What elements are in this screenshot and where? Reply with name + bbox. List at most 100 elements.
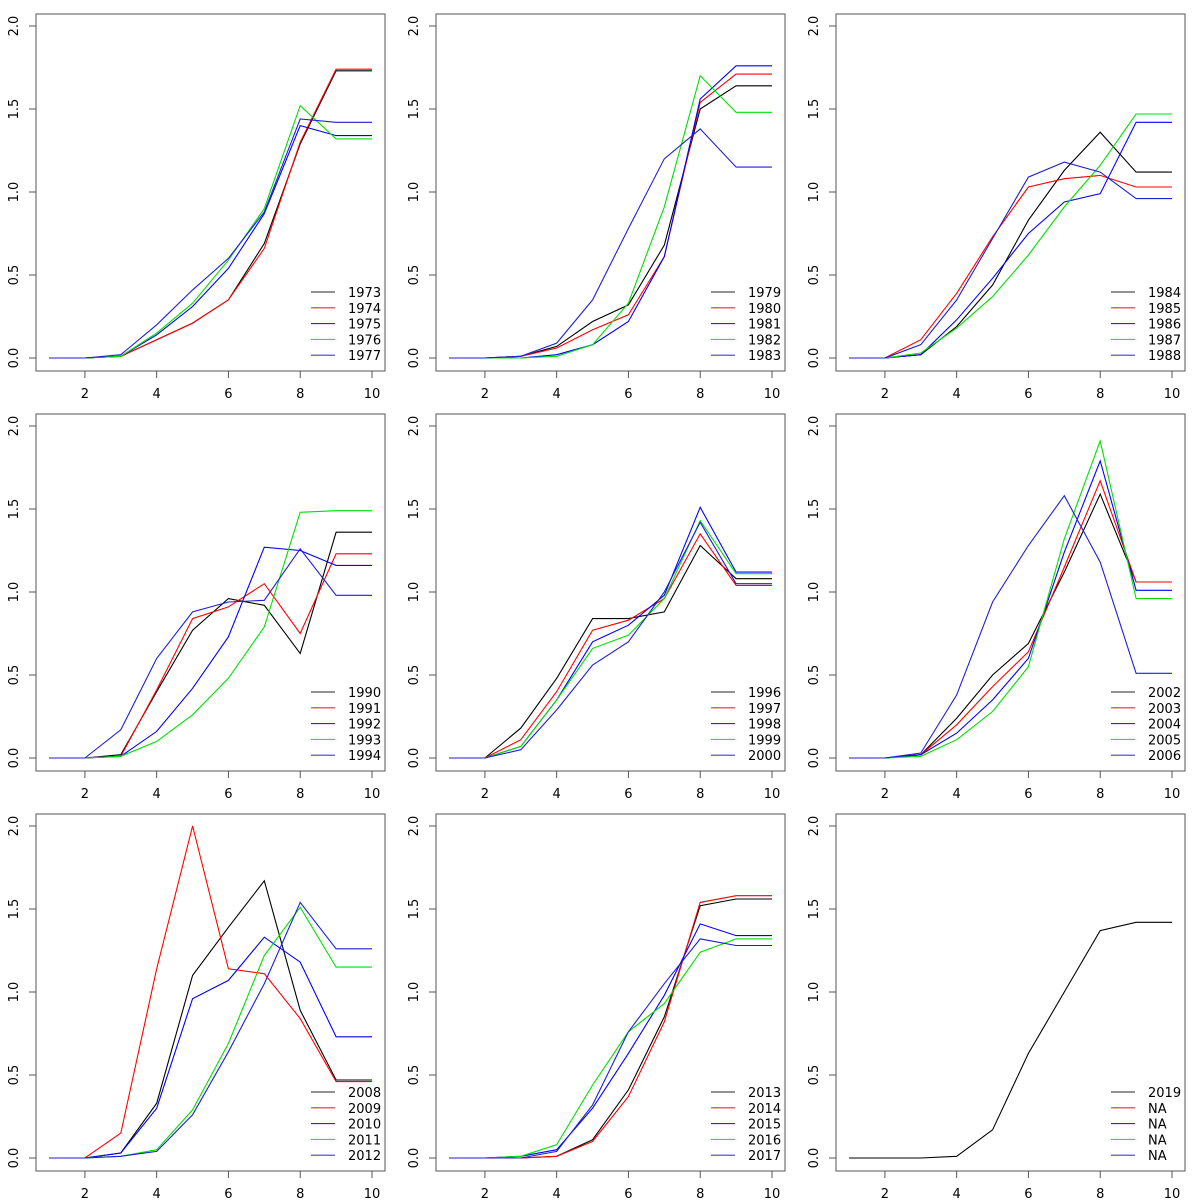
x-tick-label: 6: [624, 1187, 632, 1200]
legend-label: 2012: [348, 1149, 381, 1164]
x-tick-label: 4: [153, 1187, 161, 1200]
legend-label: 1997: [748, 702, 781, 717]
y-tick-label: 1.5: [407, 499, 422, 520]
panel-8: 2 4 6 8 10 0.0 0.5 1.0 1.5 2.0 2013201420152016201…: [407, 813, 786, 1202]
y-tick-label: 0.0: [407, 748, 422, 769]
x-tick-label: 2: [81, 387, 89, 402]
legend-label: NA: [1148, 1118, 1167, 1133]
x-tick-label: 4: [153, 387, 161, 402]
y-tick-label: 1.0: [407, 982, 422, 1003]
y-tick-label: 1.0: [7, 982, 22, 1003]
x-tick-label: 2: [481, 787, 489, 802]
legend-label: NA: [1148, 1102, 1167, 1117]
legend-label: 1994: [348, 749, 381, 764]
series-line-1996: [449, 544, 772, 759]
x-tick-label: 8: [296, 787, 304, 802]
plot-frame: [835, 813, 1186, 1172]
x-tick-label: 8: [696, 387, 704, 402]
legend-label: 2000: [748, 749, 781, 764]
y-tick-label: 2.0: [7, 16, 22, 37]
x-tick-label: 2: [81, 787, 89, 802]
y-tick-label: 1.0: [407, 582, 422, 603]
series-line-1993: [49, 510, 372, 759]
plot-frame: [435, 413, 786, 772]
x-tick-label: 4: [153, 787, 161, 802]
x-tick-label: 10: [1164, 787, 1181, 802]
x-tick-label: 2: [481, 387, 489, 402]
panel-6: 2 4 6 8 10 0.0 0.5 1.0 1.5 2.0 2002200320042005200…: [807, 413, 1186, 802]
y-tick-label: 1.0: [7, 582, 22, 603]
x-tick-label: 10: [364, 387, 381, 402]
y-tick-label: 2.0: [407, 16, 422, 37]
legend-label: 2017: [748, 1149, 781, 1164]
panel-3: 2 4 6 8 10 0.0 0.5 1.0 1.5 2.0 1984198519861987198…: [807, 13, 1186, 402]
y-tick-label: 2.0: [407, 416, 422, 437]
legend-label: 2002: [1148, 686, 1181, 701]
x-tick-label: 6: [1024, 1187, 1032, 1200]
panel-5: 2 4 6 8 10 0.0 0.5 1.0 1.5 2.0 1996199719981999200…: [407, 413, 786, 802]
series-line-1986: [849, 121, 1172, 359]
legend-label: 2019: [1148, 1086, 1181, 1101]
plot-frame: [35, 813, 386, 1172]
plot-frame: [435, 813, 786, 1172]
series-line-1981: [449, 65, 772, 359]
series-line-1999: [449, 519, 772, 759]
panel-7: 2 4 6 8 10 0.0 0.5 1.0 1.5 2.0 2008200920102011201…: [7, 813, 386, 1202]
panel-2: 2 4 6 8 10 0.0 0.5 1.0 1.5 2.0 1979198019811982198…: [407, 13, 786, 402]
y-tick-label: 1.0: [807, 582, 822, 603]
legend-label: 2008: [348, 1086, 381, 1101]
x-tick-label: 4: [953, 787, 961, 802]
legend-label: 1975: [348, 318, 381, 333]
legend-label: 2006: [1148, 749, 1181, 764]
legend-label: 1991: [348, 702, 381, 717]
legend-label: 2009: [348, 1102, 381, 1117]
legend-label: 1999: [748, 733, 781, 748]
legend-label: 2005: [1148, 733, 1181, 748]
legend-label: 1987: [1148, 333, 1181, 348]
legend-label: 1982: [748, 333, 781, 348]
legend-label: 1973: [348, 286, 381, 301]
legend-label: 1985: [1148, 302, 1181, 317]
x-tick-label: 6: [624, 387, 632, 402]
series-line-2015: [449, 923, 772, 1159]
y-tick-label: 0.0: [807, 1148, 822, 1169]
y-tick-label: 0.5: [7, 1065, 22, 1086]
y-tick-label: 0.5: [407, 1065, 422, 1086]
y-tick-label: 1.0: [7, 182, 22, 203]
x-tick-label: 6: [224, 787, 232, 802]
plot-frame: [835, 13, 1186, 372]
x-tick-label: 4: [553, 387, 561, 402]
series-line-1985: [849, 174, 1172, 359]
y-tick-label: 0.0: [807, 348, 822, 369]
x-tick-label: 10: [764, 1187, 781, 1200]
y-tick-label: 0.0: [407, 1148, 422, 1169]
y-tick-label: 0.5: [807, 265, 822, 286]
y-tick-label: 2.0: [807, 416, 822, 437]
series-line-2006: [849, 494, 1172, 759]
x-tick-label: 2: [881, 787, 889, 802]
series-line-1988: [849, 161, 1172, 359]
legend-label: 1996: [748, 686, 781, 701]
x-tick-label: 8: [1096, 387, 1104, 402]
series-line-1974: [49, 68, 372, 359]
legend-label: 1974: [348, 302, 381, 317]
x-tick-label: 6: [1024, 787, 1032, 802]
series-line-2012: [49, 901, 372, 1159]
y-tick-label: 1.5: [7, 499, 22, 520]
legend-label: 1990: [348, 686, 381, 701]
x-tick-label: 8: [296, 1187, 304, 1200]
x-tick-label: 10: [1164, 1187, 1181, 1200]
x-tick-label: 2: [881, 1187, 889, 1200]
y-tick-label: 1.5: [807, 899, 822, 920]
y-tick-label: 1.0: [407, 182, 422, 203]
legend-label: 1993: [348, 733, 381, 748]
legend-label: 1979: [748, 286, 781, 301]
series-line-2000: [449, 521, 772, 759]
panel-4: 2 4 6 8 10 0.0 0.5 1.0 1.5 2.0 1990199119921993199…: [7, 413, 386, 802]
x-tick-label: 8: [1096, 787, 1104, 802]
legend-label: 2011: [348, 1133, 381, 1148]
x-tick-label: 8: [696, 1187, 704, 1200]
y-tick-label: 2.0: [407, 816, 422, 837]
